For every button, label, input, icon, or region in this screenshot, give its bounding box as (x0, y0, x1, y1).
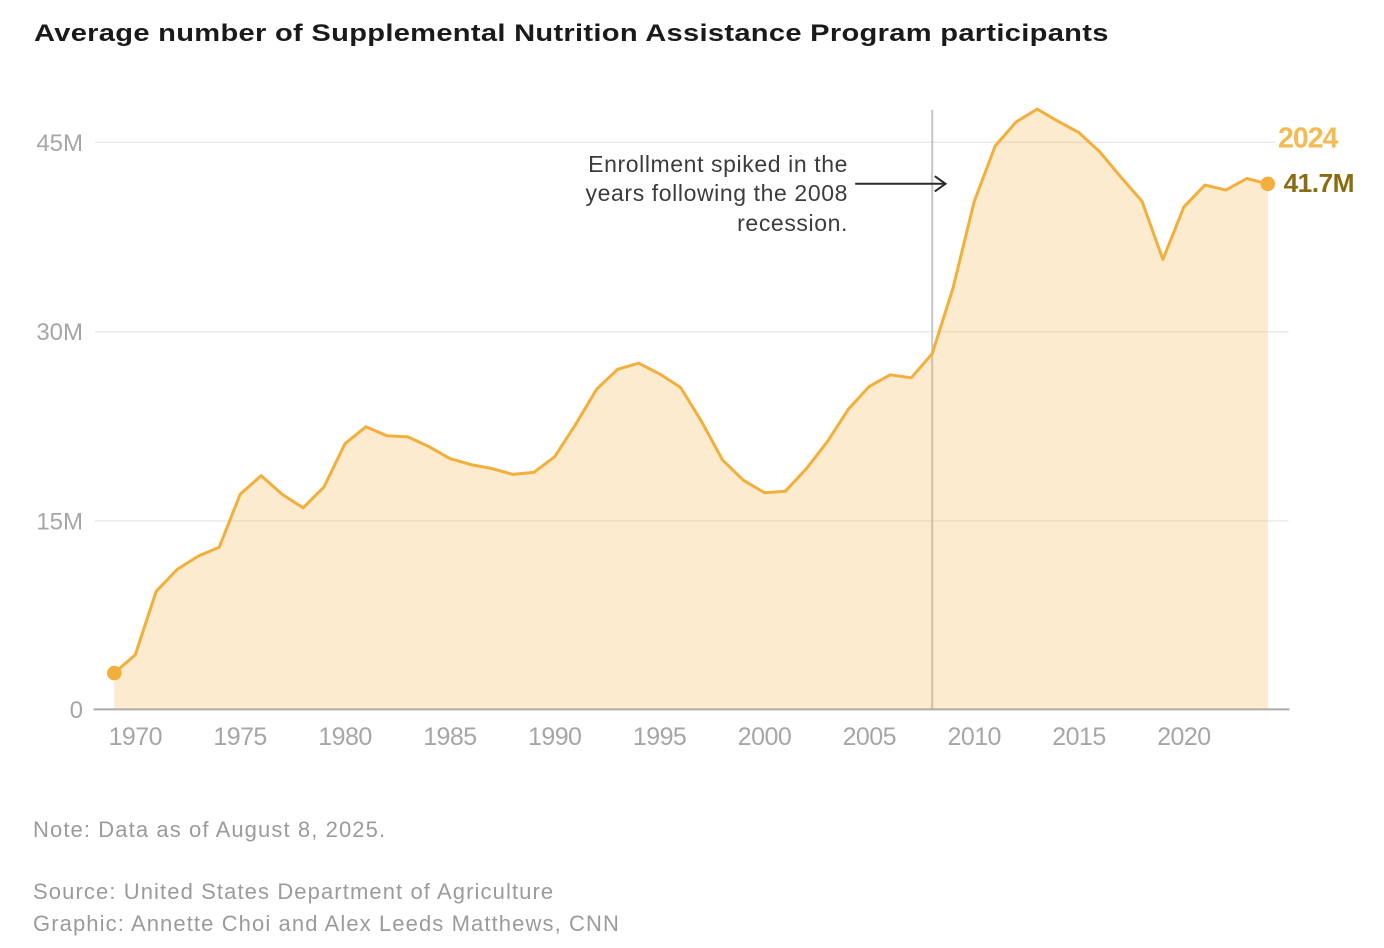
svg-text:1975: 1975 (213, 723, 266, 751)
svg-text:2024: 2024 (1278, 123, 1339, 155)
svg-text:1990: 1990 (528, 723, 581, 751)
svg-text:2005: 2005 (843, 723, 896, 751)
svg-text:2000: 2000 (738, 723, 791, 751)
svg-text:2010: 2010 (947, 723, 1000, 751)
svg-text:45M: 45M (36, 130, 83, 157)
svg-text:1985: 1985 (423, 723, 476, 751)
svg-text:2020: 2020 (1157, 723, 1210, 751)
svg-text:1980: 1980 (318, 723, 371, 751)
svg-text:30M: 30M (36, 319, 83, 346)
svg-text:1995: 1995 (633, 723, 686, 751)
svg-text:1970: 1970 (109, 723, 162, 751)
svg-text:15M: 15M (36, 508, 83, 535)
svg-text:2015: 2015 (1052, 723, 1105, 751)
svg-text:0: 0 (70, 697, 83, 724)
svg-text:41.7M: 41.7M (1284, 168, 1354, 198)
